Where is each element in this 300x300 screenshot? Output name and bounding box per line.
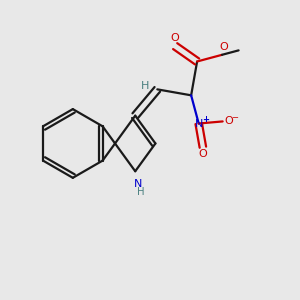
Text: O: O	[199, 149, 207, 159]
Text: +: +	[202, 115, 209, 124]
Text: H: H	[137, 187, 145, 197]
Text: H: H	[141, 81, 149, 91]
Text: O: O	[219, 41, 228, 52]
Text: O: O	[171, 34, 179, 44]
Text: N: N	[134, 179, 143, 189]
Text: −: −	[232, 113, 238, 122]
Text: O: O	[224, 116, 233, 126]
Text: N: N	[194, 118, 203, 128]
